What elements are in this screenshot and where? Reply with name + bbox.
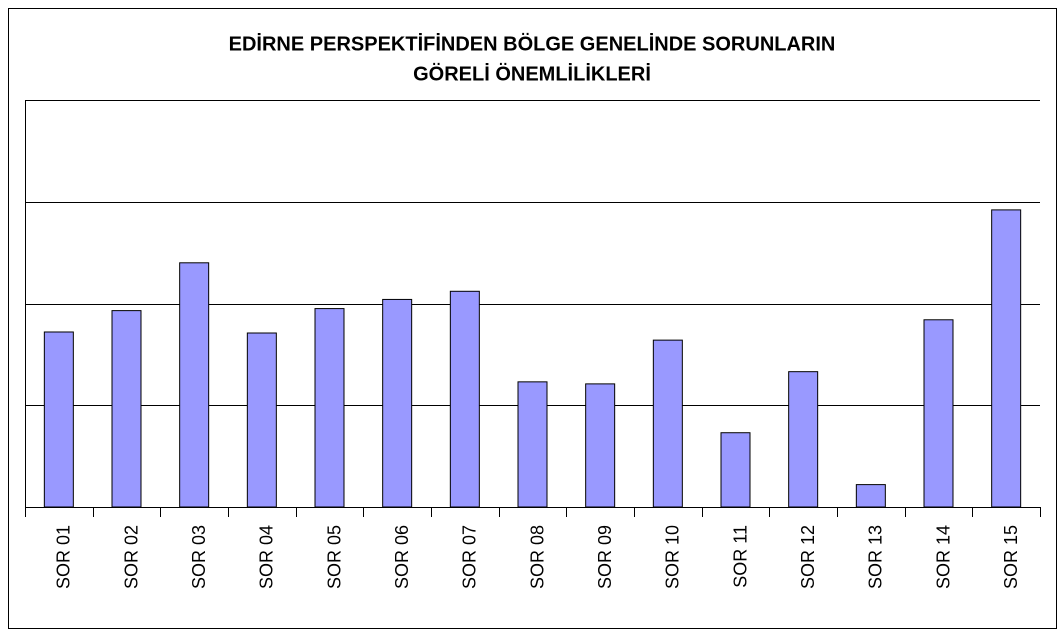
x-tick-label: SOR 13 [866, 525, 886, 589]
x-tick-label: SOR 14 [933, 525, 953, 589]
x-tick-label: SOR 04 [257, 525, 277, 589]
bar [652, 339, 683, 508]
bar [720, 432, 751, 508]
x-tick-label: SOR 02 [121, 525, 141, 589]
x-tick-label: SOR 07 [460, 525, 480, 589]
x-tick-label: SOR 06 [392, 525, 412, 589]
bar [923, 319, 954, 508]
bar [449, 290, 480, 508]
bar [788, 371, 819, 508]
x-tick-label: SOR 05 [324, 525, 344, 589]
bar [43, 331, 74, 508]
bar [855, 484, 886, 508]
x-tick-label: SOR 12 [798, 525, 818, 589]
bar [179, 262, 210, 508]
x-tick-label: SOR 11 [730, 525, 750, 588]
x-tick-label: SOR 15 [1001, 525, 1021, 589]
bar [991, 209, 1022, 508]
chart-title: EDİRNE PERSPEKTİFİNDEN BÖLGE GENELİNDE S… [229, 32, 836, 55]
x-tick-label: SOR 08 [527, 525, 547, 589]
bar [517, 381, 548, 508]
bar [246, 332, 277, 508]
chart-title: GÖRELİ ÖNEMLİLİKLERİ [413, 62, 651, 85]
bar [314, 308, 345, 508]
x-tick-label: SOR 10 [663, 525, 683, 589]
x-tick-label: SOR 03 [189, 525, 209, 589]
x-tick-label: SOR 09 [595, 525, 615, 589]
bar [585, 383, 616, 508]
bar [382, 298, 413, 508]
bar [111, 310, 142, 508]
x-tick-label: SOR 01 [54, 525, 74, 589]
